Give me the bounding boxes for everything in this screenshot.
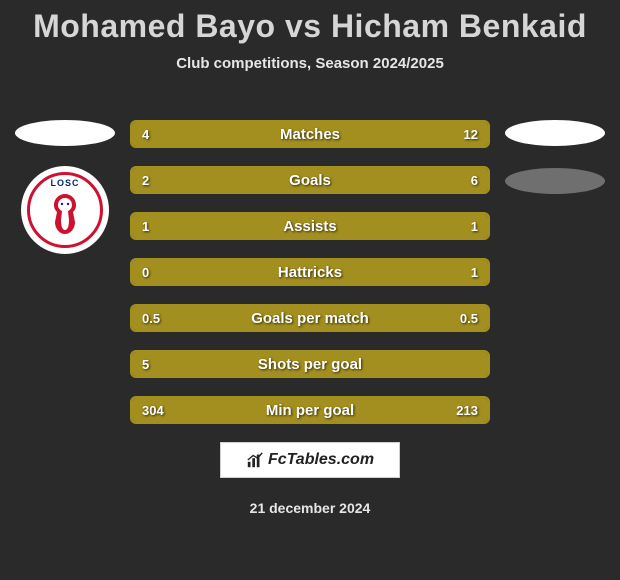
player2-club-placeholder [505,168,605,194]
vs-text: vs [285,8,322,44]
stat-row: 0.50.5Goals per match [130,304,490,332]
club-badge-text: LOSC [23,178,107,188]
right-player-column [500,120,610,216]
player1-name: Mohamed Bayo [33,8,275,44]
stat-label: Goals per match [132,306,488,330]
stat-row: 26Goals [130,166,490,194]
stat-label: Goals [132,168,488,192]
stat-row: 01Hattricks [130,258,490,286]
player2-photo-placeholder [505,120,605,146]
stat-row: 11Assists [130,212,490,240]
stats-bars-container: 412Matches 26Goals 11Assists 01Hattricks 0.5… [130,120,490,442]
player1-photo-placeholder [15,120,115,146]
subtitle: Club competitions, Season 2024/2025 [0,55,620,72]
player2-name: Hicham Benkaid [331,8,587,44]
club-badge-mascot-icon [45,192,85,236]
left-player-column: LOSC [10,120,120,252]
page-title: Mohamed Bayo vs Hicham Benkaid [0,0,620,45]
stat-label: Hattricks [132,260,488,284]
stat-label: Min per goal [132,398,488,422]
stat-label: Matches [132,122,488,146]
brand-chart-icon [246,451,264,469]
stat-row: 5Shots per goal [130,350,490,378]
stat-row: 304213Min per goal [130,396,490,424]
brand-text: FcTables.com [268,451,374,469]
stat-label: Assists [132,214,488,238]
footer-date: 21 december 2024 [0,500,620,516]
player1-club-badge: LOSC [23,168,107,252]
stat-label: Shots per goal [132,352,488,376]
brand-footer: FcTables.com [220,442,400,478]
stat-row: 412Matches [130,120,490,148]
